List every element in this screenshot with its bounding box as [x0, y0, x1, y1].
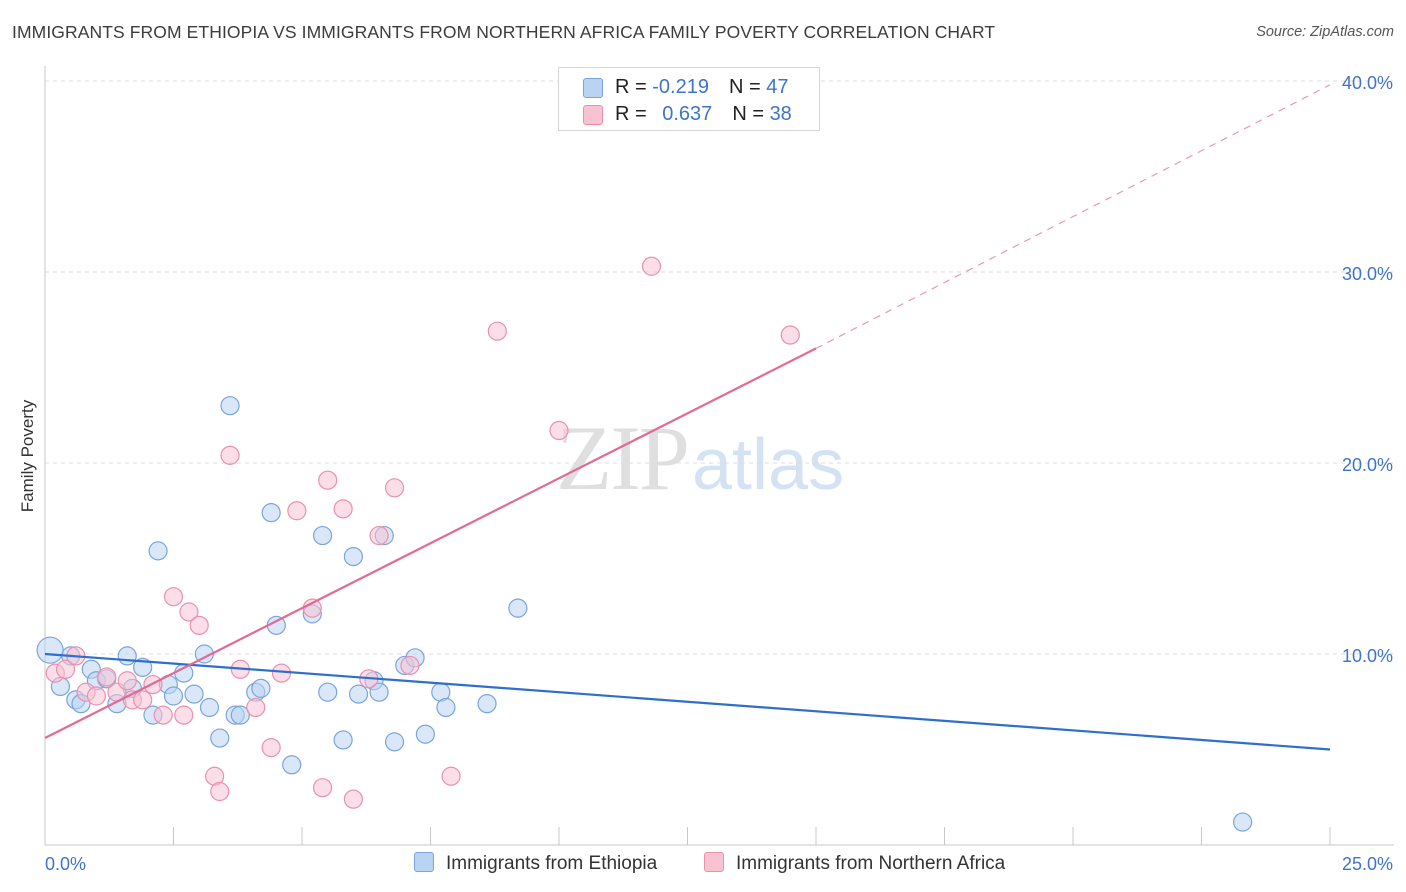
ethiopia-point — [230, 705, 250, 725]
ethiopia-point — [312, 525, 333, 546]
northern-africa-point — [400, 655, 420, 676]
northern-africa-point — [333, 499, 353, 519]
northern-africa-point — [97, 667, 117, 687]
northern-africa-point — [318, 470, 338, 490]
northern-africa-point — [312, 778, 333, 798]
ethiopia-point — [436, 697, 456, 718]
ethiopia-point — [477, 694, 497, 714]
northern-africa-point — [153, 705, 173, 725]
legend-text-northern-africa: R = 0.637 N = 38 — [615, 103, 792, 126]
x-tick-label: 25.0% — [1342, 854, 1393, 874]
ethiopia-point — [220, 396, 240, 416]
northern-africa-point — [179, 602, 199, 622]
ethiopia-point — [369, 682, 389, 702]
ethiopia-point — [348, 684, 369, 704]
legend-swatch-northern-africa — [704, 852, 724, 872]
ethiopia-point — [199, 697, 220, 718]
ethiopia-point — [508, 598, 528, 618]
ethiopia-point — [133, 657, 153, 677]
chart-source: Source: ZipAtlas.com — [1256, 24, 1394, 40]
northern-africa-point — [487, 321, 507, 341]
legend-item-ethiopia[interactable]: Immigrants from Ethiopia — [414, 852, 657, 878]
legend-swatch-northern-africa — [583, 105, 603, 125]
n-value-ethiopia: 47 — [766, 76, 789, 98]
ethiopia-point — [148, 541, 168, 561]
northern-africa-point — [174, 705, 194, 725]
northern-africa-point — [246, 697, 266, 718]
r-value-ethiopia: -0.219 — [652, 76, 709, 98]
northern-africa-point — [86, 686, 107, 706]
ethiopia-point — [251, 678, 271, 698]
legend-item-northern-africa[interactable]: Immigrants from Northern Africa — [704, 852, 1005, 878]
northern-africa-point — [189, 615, 209, 635]
x-tick-label: 0.0% — [45, 854, 86, 874]
ethiopia-point — [117, 646, 137, 666]
northern-africa-point — [163, 587, 184, 607]
northern-africa-point — [369, 525, 389, 546]
n-label: N = — [732, 103, 770, 125]
ethiopia-point — [384, 732, 405, 752]
n-value-northern-africa: 38 — [769, 103, 792, 125]
legend-swatch-ethiopia — [414, 852, 434, 872]
northern-africa-trend-line — [44, 347, 817, 740]
northern-africa-point — [441, 766, 461, 786]
ethiopia-point — [282, 755, 302, 775]
ethiopia-point — [415, 724, 435, 744]
northern-africa-point — [220, 445, 240, 465]
ethiopia-point — [163, 686, 184, 706]
y-tick-label: 40.0% — [1342, 73, 1393, 93]
legend-text-ethiopia: R = -0.219 N = 47 — [615, 76, 788, 99]
legend-label-ethiopia: Immigrants from Ethiopia — [446, 853, 658, 874]
watermark-atlas: atlas — [692, 425, 845, 505]
ethiopia-point — [261, 503, 281, 523]
y-tick-label: 20.0% — [1342, 455, 1393, 475]
northern-africa-point — [261, 737, 281, 758]
northern-africa-point — [210, 781, 230, 802]
y-tick-label: 10.0% — [1342, 646, 1393, 666]
ethiopia-point — [318, 682, 338, 702]
ethiopia-point — [333, 730, 353, 750]
correlation-legend: R = -0.219 N = 47 R = 0.637 N = 38 — [558, 67, 820, 131]
northern-africa-point — [55, 659, 76, 679]
ethiopia-trend-line — [44, 652, 1331, 751]
r-value-northern-africa: 0.637 — [662, 103, 713, 125]
ethiopia-point — [1233, 812, 1253, 832]
northern-africa-point — [117, 671, 137, 691]
ethiopia-point — [184, 684, 204, 704]
n-label: N = — [728, 76, 767, 98]
northern-africa-point — [384, 478, 405, 498]
ethiopia-point — [343, 546, 363, 567]
chart-title: IMMIGRANTS FROM ETHIOPIA VS IMMIGRANTS F… — [12, 22, 996, 42]
northern-africa-point — [641, 256, 662, 276]
northern-africa-point — [549, 420, 569, 441]
ethiopia-point — [210, 728, 230, 748]
legend-swatch-ethiopia — [583, 78, 603, 98]
r-label: R = — [615, 103, 653, 125]
ethiopia-point — [36, 636, 64, 664]
r-label: R = — [615, 76, 653, 98]
northern-africa-point — [133, 690, 153, 710]
northern-africa-point — [343, 789, 363, 809]
y-tick-label: 30.0% — [1342, 264, 1393, 284]
northern-africa-trend-extension — [815, 84, 1331, 349]
northern-africa-point — [780, 325, 800, 345]
legend-label-northern-africa: Immigrants from Northern Africa — [736, 853, 1006, 874]
northern-africa-point — [287, 501, 307, 521]
